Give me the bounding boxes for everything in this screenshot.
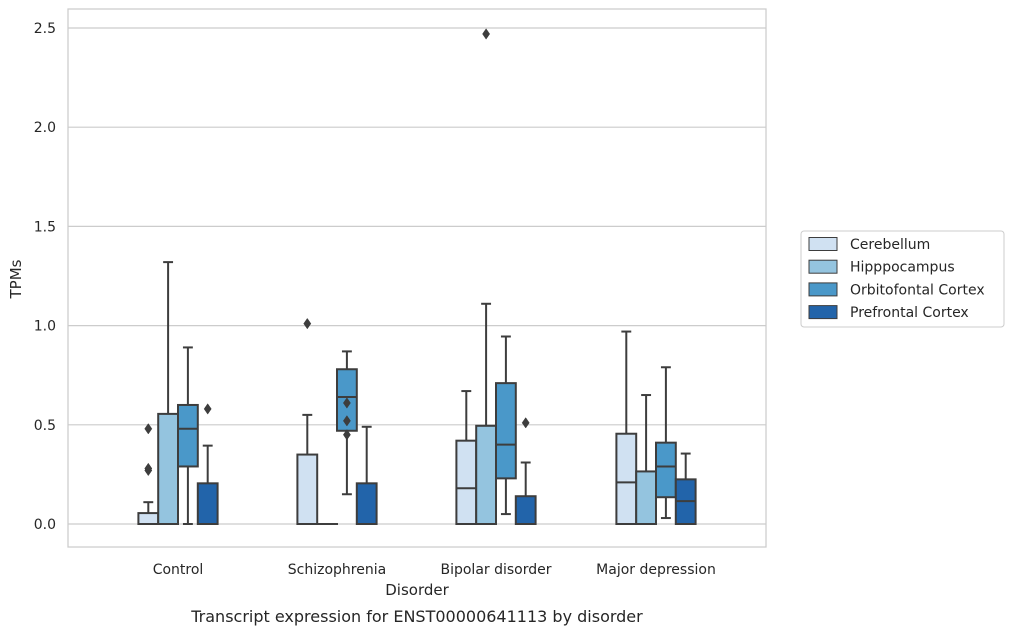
y-tick-label: 1.0 bbox=[34, 319, 56, 335]
box-orbitofontal-cortex bbox=[655, 366, 677, 520]
box-cerebellum bbox=[296, 317, 319, 525]
x-tick-label: Major depression bbox=[596, 562, 716, 578]
legend-swatch bbox=[808, 282, 838, 297]
box-hipppocampus bbox=[157, 261, 179, 525]
legend-label: Prefrontal Cortex bbox=[850, 305, 969, 321]
box-body bbox=[355, 482, 378, 526]
outlier-point bbox=[342, 415, 351, 427]
outlier-point bbox=[144, 462, 153, 475]
x-tick-label: Control bbox=[153, 562, 204, 578]
box-body bbox=[196, 482, 219, 526]
outlier-point bbox=[203, 403, 212, 415]
y-axis-title: TPMs bbox=[7, 259, 25, 299]
box-body bbox=[475, 424, 498, 525]
box-prefrontal-cortex bbox=[196, 403, 219, 526]
outlier-point bbox=[144, 423, 153, 435]
x-tick-label: Schizophrenia bbox=[288, 562, 386, 578]
box-body bbox=[615, 432, 638, 525]
box-cerebellum bbox=[455, 390, 478, 525]
legend: Cerebellum Hipppocampus Orbitofontal Corte… bbox=[800, 230, 1005, 328]
outlier-point bbox=[342, 397, 351, 409]
box-prefrontal-cortex bbox=[355, 425, 378, 526]
box-orbitofontal-cortex bbox=[177, 346, 199, 525]
outlier-point bbox=[482, 28, 491, 40]
legend-label: Hipppocampus bbox=[850, 260, 955, 276]
x-tick-labels: Control Schizophrenia Bipolar disorder Majo… bbox=[153, 562, 716, 578]
x-tick-label: Bipolar disorder bbox=[440, 562, 551, 578]
box-orbitofontal-cortex bbox=[336, 350, 358, 496]
y-tick-label: 2.0 bbox=[34, 120, 56, 136]
box-body bbox=[455, 439, 478, 525]
box-cerebellum bbox=[615, 330, 638, 525]
y-tick-labels: 0.0 0.5 1.0 1.5 2.0 2.5 bbox=[34, 21, 56, 533]
box-cerebellum bbox=[137, 423, 160, 526]
box-body bbox=[495, 382, 517, 480]
y-tick-label: 0.5 bbox=[34, 418, 56, 434]
legend-frame bbox=[800, 230, 1005, 328]
box-prefrontal-cortex bbox=[674, 452, 697, 525]
box-body bbox=[177, 403, 199, 468]
outlier-point bbox=[521, 417, 530, 429]
box-prefrontal-cortex bbox=[514, 417, 537, 525]
box-body bbox=[137, 512, 160, 526]
box-body bbox=[296, 453, 319, 525]
y-tick-label: 1.5 bbox=[34, 219, 56, 235]
box-body bbox=[655, 441, 677, 499]
box-body bbox=[157, 412, 179, 525]
legend-label: Orbitofontal Cortex bbox=[850, 282, 985, 298]
chart-caption: Transcript expression for ENST0000064111… bbox=[190, 607, 643, 626]
box-plot-area bbox=[137, 28, 697, 526]
outlier-point bbox=[342, 429, 351, 441]
x-axis-title: Disorder bbox=[385, 581, 449, 599]
legend-swatch bbox=[808, 237, 838, 251]
box-body bbox=[635, 470, 658, 526]
box-orbitofontal-cortex bbox=[495, 335, 517, 516]
plot-frame bbox=[67, 8, 767, 548]
legend-label: Cerebellum bbox=[850, 237, 930, 253]
legend-swatch bbox=[808, 305, 838, 320]
outlier-point bbox=[303, 317, 312, 330]
y-tick-label: 0.0 bbox=[34, 517, 56, 533]
legend-swatch bbox=[808, 259, 838, 274]
box-hipppocampus bbox=[475, 28, 498, 525]
box-body bbox=[514, 495, 537, 525]
y-tick-label: 2.5 bbox=[34, 21, 56, 37]
box-hipppocampus bbox=[635, 394, 658, 526]
